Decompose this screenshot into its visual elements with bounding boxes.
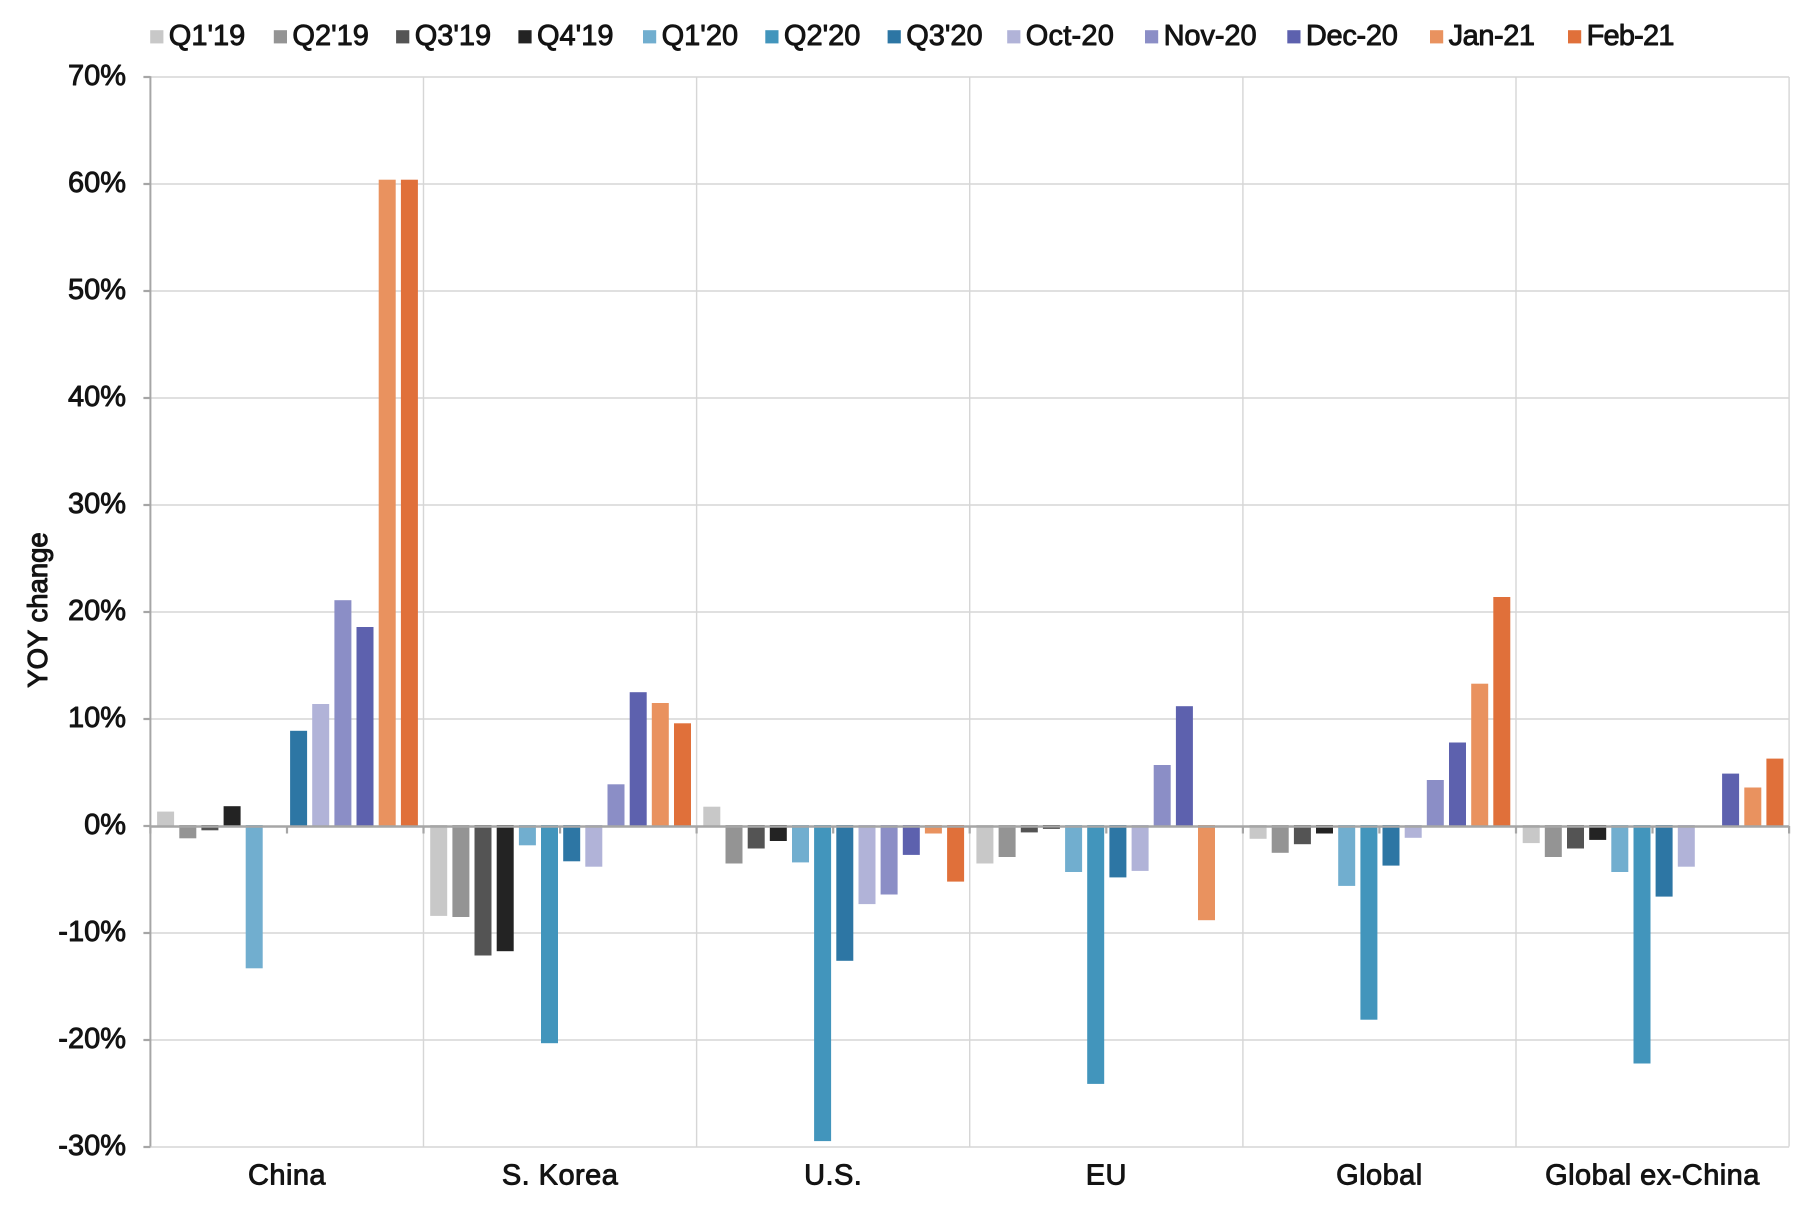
svg-text:Global: Global: [1336, 1160, 1423, 1192]
svg-text:Q3'19: Q3'19: [415, 20, 491, 52]
svg-text:Q4'19: Q4'19: [537, 20, 613, 52]
svg-text:60%: 60%: [68, 167, 126, 199]
svg-text:Jan-21: Jan-21: [1449, 20, 1535, 52]
svg-text:Oct-20: Oct-20: [1026, 20, 1114, 52]
svg-text:S. Korea: S. Korea: [502, 1160, 619, 1192]
svg-text:20%: 20%: [68, 595, 126, 627]
svg-text:-10%: -10%: [58, 916, 126, 948]
svg-text:Q2'19: Q2'19: [292, 20, 368, 52]
svg-text:10%: 10%: [68, 702, 126, 734]
svg-text:YOY change: YOY change: [22, 532, 53, 687]
svg-text:Nov-20: Nov-20: [1164, 20, 1257, 52]
svg-text:U.S.: U.S.: [804, 1160, 862, 1192]
svg-text:EU: EU: [1086, 1160, 1127, 1192]
svg-text:Q3'20: Q3'20: [906, 20, 982, 52]
svg-text:Q2'20: Q2'20: [784, 20, 860, 52]
svg-text:30%: 30%: [68, 488, 126, 520]
svg-text:-20%: -20%: [58, 1023, 126, 1055]
svg-text:Dec-20: Dec-20: [1306, 20, 1398, 52]
svg-text:40%: 40%: [68, 381, 126, 413]
svg-text:Q1'19: Q1'19: [169, 20, 245, 52]
svg-text:China: China: [248, 1160, 326, 1192]
svg-text:50%: 50%: [68, 274, 126, 306]
svg-text:70%: 70%: [68, 60, 126, 92]
svg-text:Feb-21: Feb-21: [1587, 20, 1674, 52]
svg-text:Q1'20: Q1'20: [662, 20, 738, 52]
svg-text:0%: 0%: [84, 809, 126, 841]
svg-text:Global ex-China: Global ex-China: [1545, 1160, 1760, 1192]
svg-text:-30%: -30%: [58, 1130, 126, 1162]
